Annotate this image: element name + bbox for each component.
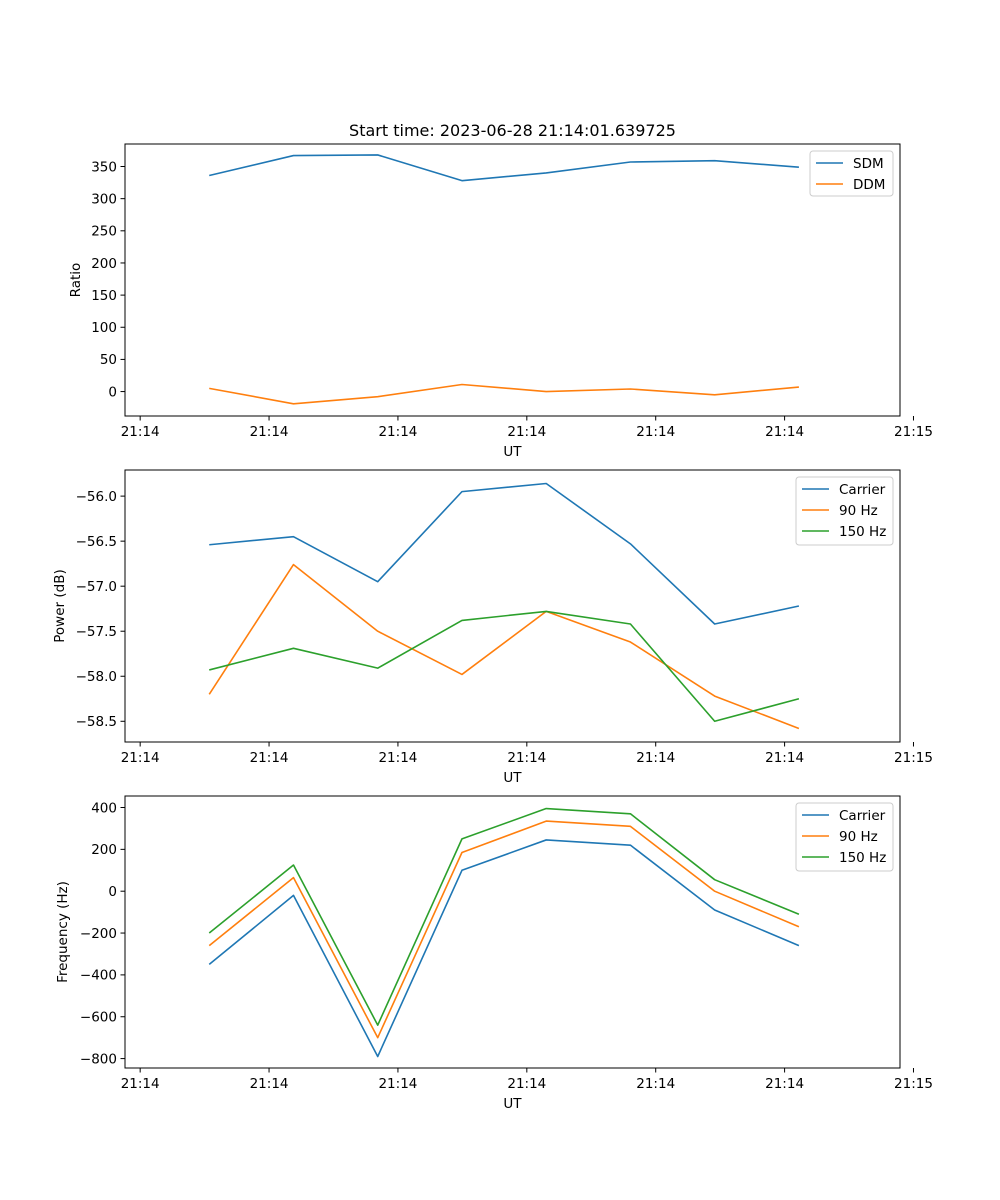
y-tick-label: −200 [80,926,117,942]
series-line-150-hz [209,610,800,723]
y-tick-label: −58.0 [76,669,117,685]
x-tick-label: 21:14 [507,424,546,440]
x-tick-label: 21:15 [894,1076,933,1092]
x-tick-label: 21:15 [894,750,933,766]
series-line-150-hz [208,807,800,1026]
legend-entry: 90 Hz [839,829,878,845]
series-line-90-hz [208,563,800,730]
y-tick-label: −57.0 [76,579,117,595]
x-tick-label: 21:14 [378,424,417,440]
series-line-ddm [209,383,799,405]
y-tick-label: −58.5 [76,714,117,730]
y-tick-label: 200 [91,842,117,858]
legend: Carrier 90 Hz 150 Hz [795,476,894,546]
y-axis-label: Power (dB) [52,569,68,642]
x-tick-label: 21:14 [765,424,804,440]
y-axis-label: Ratio [68,263,84,298]
y-tick-label: −57.5 [76,624,117,640]
legend-entry: 150 Hz [839,850,886,866]
x-tick-label: 21:14 [121,750,160,766]
legend-entry: SDM [853,156,884,172]
axes-frame [124,469,901,743]
x-tick-label: 21:14 [250,1076,289,1092]
legend-box [795,476,894,546]
x-axis-label: UT [503,444,522,460]
x-axis-label: UT [503,1096,522,1112]
y-tick-label: 400 [91,800,117,816]
axes-frame [124,143,901,417]
x-tick-label: 21:14 [378,750,417,766]
y-tick-label: −400 [80,968,117,984]
legend-entry: Carrier [839,808,886,824]
chart-panel-2: 21:14 21:14 21:14 21:14 21:14 21:14 21:15 −58.5… [52,469,933,786]
series-line-carrier [208,839,800,1058]
y-tick-label: 100 [91,320,117,336]
x-tick-label: 21:14 [636,750,675,766]
x-tick-label: 21:15 [894,424,933,440]
series-line-sdm [209,154,799,182]
x-tick-label: 21:14 [765,750,804,766]
chart-panel-3: 21:14 21:14 21:14 21:14 21:14 21:14 21:15 −800 −… [55,795,933,1112]
y-tick-label: −56.0 [76,489,117,505]
y-tick-label: 250 [91,224,117,240]
x-tick-label: 21:14 [507,1076,546,1092]
legend-entry: 90 Hz [839,503,878,519]
y-tick-label: 200 [91,256,117,272]
axes-frame [124,795,901,1069]
series-line-90-hz [208,820,800,1039]
y-tick-label: −800 [80,1051,117,1067]
y-tick-label: 0 [108,884,117,900]
panels: 21:14 21:14 21:14 21:14 21:14 21:14 21:15 0 50 10… [52,143,933,1112]
x-tick-label: 21:14 [121,1076,160,1092]
x-tick-label: 21:14 [250,750,289,766]
x-tick-label: 21:14 [636,424,675,440]
chart-panel-1: 21:14 21:14 21:14 21:14 21:14 21:14 21:15 0 50 10… [68,143,933,460]
x-tick-label: 21:14 [636,1076,675,1092]
y-tick-label: 0 [108,384,117,400]
legend: SDM DDM [809,150,894,197]
figure-title: Start time: 2023-06-28 21:14:01.639725 [349,121,676,140]
y-tick-label: −600 [80,1010,117,1026]
x-tick-label: 21:14 [765,1076,804,1092]
y-axis-label: Frequency (Hz) [55,881,71,983]
legend-entry: DDM [853,177,885,193]
x-tick-label: 21:14 [250,424,289,440]
legend-entry: 150 Hz [839,524,886,540]
legend-entry: Carrier [839,482,886,498]
x-tick-label: 21:14 [121,424,160,440]
legend-box [795,802,894,872]
x-tick-label: 21:14 [507,750,546,766]
x-axis-label: UT [503,770,522,786]
y-tick-label: 350 [91,159,117,175]
legend: Carrier 90 Hz 150 Hz [795,802,894,872]
y-tick-label: 150 [91,288,117,304]
series-line-carrier [209,482,800,625]
y-tick-label: −56.5 [76,534,117,550]
y-tick-label: 50 [100,352,117,368]
x-tick-label: 21:14 [378,1076,417,1092]
y-tick-label: 300 [91,191,117,207]
